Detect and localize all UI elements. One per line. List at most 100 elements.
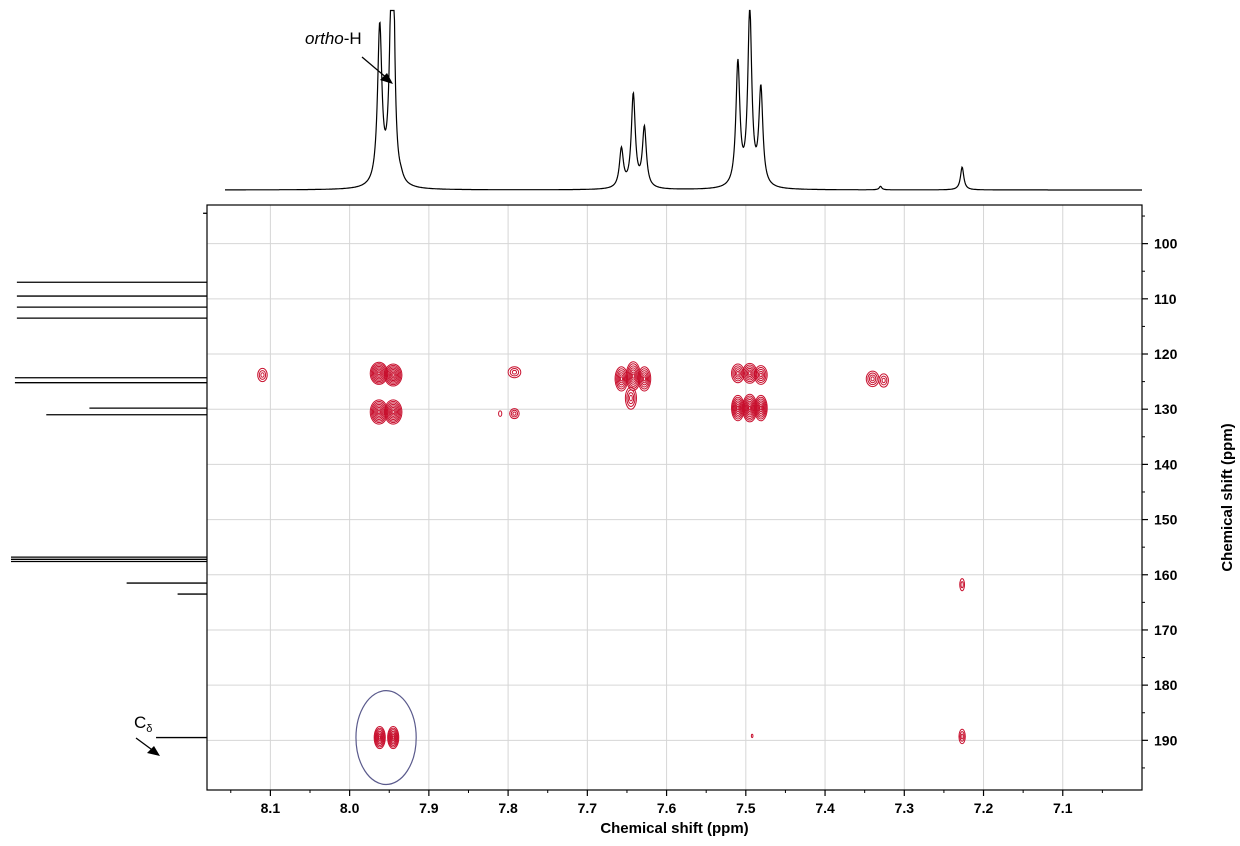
contour-level: [746, 402, 753, 414]
contour-level: [755, 366, 767, 383]
y-tick-label: 120: [1154, 346, 1178, 362]
contour-level: [958, 728, 966, 745]
cross-peak: [383, 363, 403, 387]
annotation-ortho-h-italic: ortho: [305, 29, 344, 48]
contour-level: [374, 727, 385, 748]
contour-level: [746, 369, 753, 378]
y-axis-title: Chemical shift (ppm): [1219, 423, 1236, 571]
annotation-ortho-h-arrow: [361, 56, 389, 80]
contour-level: [754, 394, 768, 422]
contour-level: [757, 370, 764, 380]
y-tick-label: 130: [1154, 401, 1178, 417]
contour-level: [735, 403, 741, 413]
cross-peak: [369, 399, 389, 425]
contour-level: [386, 366, 401, 384]
contour-level: [383, 399, 403, 425]
contour-level: [387, 367, 400, 383]
contour-level: [867, 372, 878, 386]
cross-peak: [387, 726, 400, 750]
contour-level: [639, 370, 650, 388]
contour-level: [630, 371, 636, 381]
contour-level: [378, 735, 382, 740]
annotation-ortho-h-arrowhead: [380, 73, 393, 84]
y-tick-label: 110: [1154, 291, 1177, 307]
x-tick-label: 7.6: [657, 800, 677, 816]
y-tick-label: 100: [1154, 236, 1178, 252]
contour-level: [388, 368, 399, 382]
contour-level: [385, 364, 402, 386]
cross-peak: [373, 726, 386, 750]
contour-level: [390, 371, 396, 379]
top-projection: [225, 9, 1142, 191]
contour-level: [733, 367, 743, 380]
contour-level: [960, 581, 964, 589]
contour-level: [385, 400, 402, 424]
cross-peak: [958, 728, 966, 745]
x-tick-label: 7.8: [498, 800, 518, 816]
contour-level: [637, 366, 652, 392]
contour-level: [374, 367, 384, 380]
y-tick-label: 140: [1154, 456, 1178, 472]
cross-peak: [507, 366, 522, 379]
contour-level: [736, 405, 740, 411]
contour-level: [641, 374, 648, 384]
y-tick-label: 180: [1154, 677, 1178, 693]
highlight-ellipse: [355, 690, 417, 786]
cross-peak: [383, 399, 403, 425]
plot-border: [206, 204, 1143, 791]
contour-level: [373, 726, 386, 750]
contour-level: [376, 408, 382, 416]
y-tick-label: 150: [1154, 512, 1178, 528]
contour-level: [375, 406, 383, 418]
contour-level: [745, 400, 754, 416]
contour-level: [755, 398, 766, 418]
contour-level: [626, 389, 636, 407]
contour-level: [388, 729, 398, 746]
left-projection: [11, 205, 208, 790]
contour-level: [257, 367, 268, 383]
contour-level: [759, 372, 763, 378]
top-spectrum-trace: [225, 9, 1142, 191]
contour-level: [759, 405, 763, 411]
contour-level: [376, 730, 384, 745]
contour-level: [390, 732, 397, 743]
contour-level: [376, 370, 382, 377]
contour-level: [617, 372, 626, 386]
x-tick-label: 7.5: [736, 800, 756, 816]
x-tick-label: 7.9: [419, 800, 439, 816]
contour-level: [391, 409, 395, 414]
contour-level: [631, 373, 635, 379]
contour-level: [748, 405, 752, 411]
contour-level: [629, 369, 637, 383]
contour-level: [509, 368, 520, 377]
contour-level: [376, 732, 383, 743]
x-tick-label: 7.1: [1053, 800, 1073, 816]
contour-level: [640, 372, 649, 386]
annotation-ortho-h-rest: -H: [344, 29, 362, 48]
contour-level: [619, 376, 623, 382]
x-tick-label: 8.0: [340, 800, 360, 816]
contour-level: [615, 368, 628, 390]
contour-level: [757, 402, 765, 415]
contour-level: [258, 370, 267, 380]
contour-level: [754, 365, 768, 385]
contour-level: [638, 368, 651, 390]
annotation-c-delta-sub: δ: [146, 723, 152, 735]
contour-level: [390, 408, 396, 416]
x-tick-label: 7.3: [895, 800, 915, 816]
contour-level: [627, 365, 639, 387]
cross-peak: [878, 373, 889, 388]
contour-level: [624, 386, 637, 410]
annotation-ortho-h: ortho-H: [305, 29, 362, 48]
contour-level: [870, 376, 875, 382]
contour-level: [733, 400, 743, 416]
contour-level: [736, 370, 740, 376]
contour-level: [375, 368, 383, 378]
contour-level: [498, 410, 503, 417]
contour-level: [881, 377, 886, 384]
cross-peak: [624, 386, 637, 410]
contour-level: [387, 726, 400, 750]
contour-level: [387, 727, 399, 748]
contour-level: [745, 367, 754, 379]
contour-level: [509, 408, 520, 420]
